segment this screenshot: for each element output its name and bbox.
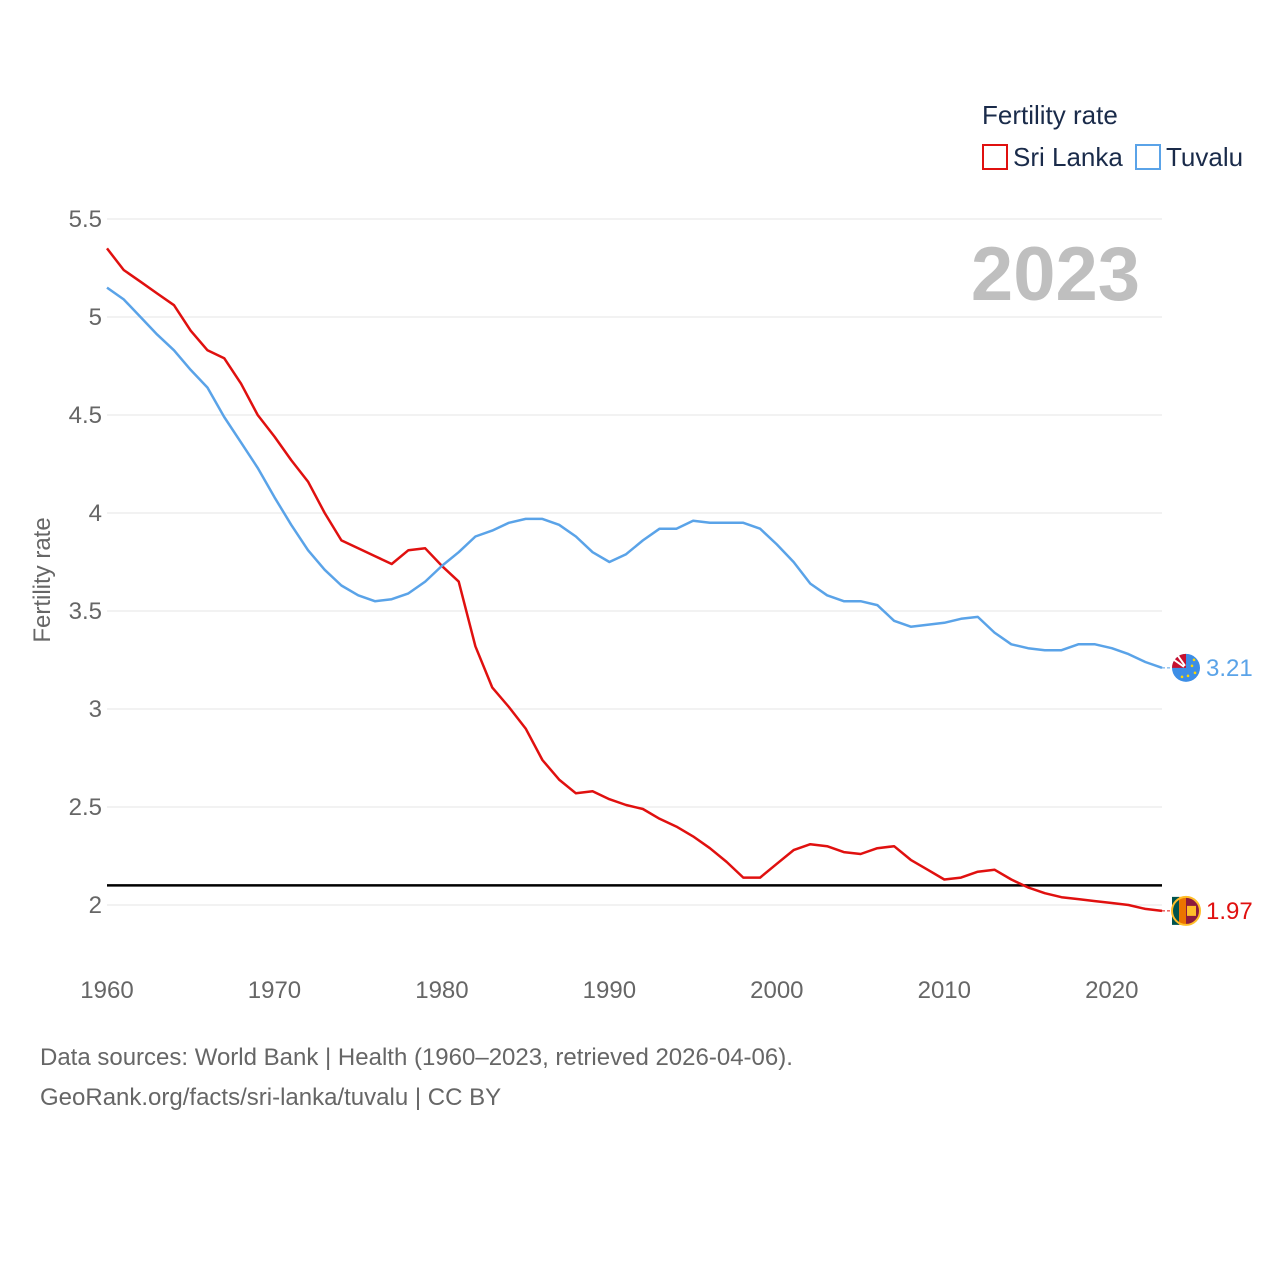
legend-label-sri-lanka: Sri Lanka <box>1013 142 1123 172</box>
legend-label-tuvalu: Tuvalu <box>1166 142 1243 172</box>
legend-item-tuvalu[interactable]: Tuvalu <box>1135 142 1243 172</box>
x-tick-label: 2010 <box>918 977 971 1004</box>
x-axis-ticks: 1960 1970 1980 1990 2000 2010 2020 <box>80 977 1138 1004</box>
legend: Fertility rate Sri Lanka Tuvalu <box>982 100 1243 172</box>
footer-attribution: GeoRank.org/facts/sri-lanka/tuvalu | CC … <box>40 1084 502 1111</box>
x-tick-label: 2020 <box>1085 977 1138 1004</box>
legend-swatch-tuvalu <box>1135 144 1161 170</box>
y-tick-label: 4.5 <box>69 402 102 429</box>
y-tick-label: 4 <box>89 500 102 527</box>
y-tick-label: 2.5 <box>69 794 102 821</box>
gridlines <box>107 218 1162 906</box>
x-tick-label: 1980 <box>415 977 468 1004</box>
y-tick-label: 3.5 <box>69 598 102 625</box>
x-tick-label: 1960 <box>80 977 133 1004</box>
flag-icon-sri-lanka <box>1171 895 1201 926</box>
legend-item-sri-lanka[interactable]: Sri Lanka <box>982 142 1123 172</box>
y-tick-label: 2 <box>89 892 102 919</box>
footer-sources: Data sources: World Bank | Health (1960–… <box>40 1044 793 1071</box>
legend-title: Fertility rate <box>982 100 1118 130</box>
flag-icon-tuvalu <box>1172 653 1200 682</box>
y-axis-ticks: 2 2.5 3 3.5 4 4.5 5 5.5 <box>69 206 102 919</box>
x-tick-label: 2000 <box>750 977 803 1004</box>
year-label: 2023 <box>971 232 1140 317</box>
series-end-markers: 1.97 3.21 <box>1162 653 1253 926</box>
x-tick-label: 1990 <box>583 977 636 1004</box>
y-tick-label: 3 <box>89 696 102 723</box>
end-value-label-sri-lanka: 1.97 <box>1206 898 1253 925</box>
y-axis-title: Fertility rate <box>29 517 56 642</box>
legend-swatch-sri-lanka <box>982 144 1008 170</box>
series-line-tuvalu[interactable] <box>106 286 1163 669</box>
x-tick-label: 1970 <box>248 977 301 1004</box>
y-tick-label: 5.5 <box>69 206 102 233</box>
y-tick-label: 5 <box>89 304 102 331</box>
series-lines <box>106 247 1163 913</box>
series-line-sri-lanka[interactable] <box>106 247 1163 913</box>
end-value-label-tuvalu: 3.21 <box>1206 655 1253 682</box>
